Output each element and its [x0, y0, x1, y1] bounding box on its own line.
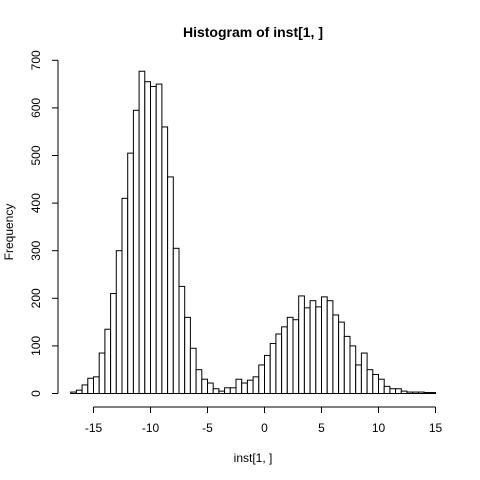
histogram-bar — [275, 333, 283, 394]
x-tick-label: 0 — [261, 421, 268, 435]
histogram-bar — [167, 176, 174, 394]
histogram-bar — [395, 388, 402, 394]
histogram-bar — [81, 384, 89, 394]
histogram-bar — [150, 85, 157, 394]
histogram-bar — [269, 343, 277, 394]
x-axis-label: inst[1, ] — [234, 451, 273, 465]
histogram-bar — [212, 388, 220, 394]
histogram-bar — [360, 352, 368, 395]
histogram-bar — [326, 300, 334, 394]
chart-title: Histogram of inst[1, ] — [183, 24, 323, 40]
histogram-bar — [104, 328, 112, 394]
y-tick-label: 0 — [29, 390, 43, 397]
histogram-bar — [201, 378, 209, 395]
x-tick-label: 15 — [429, 421, 443, 435]
histogram-bar — [406, 391, 414, 395]
histogram-bar — [155, 83, 163, 394]
histogram-bar — [343, 335, 351, 395]
histogram-bar — [389, 388, 397, 394]
histogram-bar — [412, 391, 419, 395]
x-tick-label: -10 — [142, 421, 160, 435]
histogram-bar — [246, 379, 254, 395]
histogram-bar — [309, 300, 317, 394]
histogram-bar — [264, 354, 271, 395]
histogram-bar — [93, 376, 100, 394]
histogram-bar — [383, 385, 391, 394]
histogram-bar — [400, 390, 408, 394]
histogram-bar — [235, 378, 243, 395]
histogram-bar — [161, 126, 169, 394]
y-tick-label: 100 — [29, 336, 43, 356]
histogram-bar — [184, 316, 191, 394]
y-tick-label: 600 — [29, 98, 43, 118]
histogram-bar — [429, 392, 436, 394]
y-axis: 0 100 200 300 400 500 600 700 — [29, 50, 59, 397]
y-tick-label: 300 — [29, 240, 43, 260]
histogram-bar — [98, 352, 106, 395]
x-tick-label: -5 — [202, 421, 213, 435]
histogram-bar — [321, 296, 328, 394]
histogram-bar — [189, 347, 197, 394]
histogram-bar — [115, 250, 123, 394]
histogram-bar — [252, 376, 260, 394]
histogram-bar — [110, 293, 117, 395]
histogram-bar — [303, 307, 311, 395]
histogram-bar — [75, 389, 83, 395]
histogram-bar — [258, 364, 265, 395]
bars-group — [70, 70, 436, 395]
histogram-bar — [224, 387, 231, 395]
histogram-bar — [298, 295, 305, 395]
histogram-bar — [121, 197, 129, 394]
histogram-bar — [241, 382, 248, 394]
histogram-bar — [127, 152, 134, 394]
histogram-bar — [366, 369, 374, 395]
histogram-bar — [286, 316, 294, 394]
histogram-bar — [132, 109, 140, 394]
x-tick-label: 5 — [318, 421, 325, 435]
histogram-bar — [144, 81, 152, 394]
histogram-bar — [355, 364, 362, 395]
histogram-bar — [332, 314, 340, 394]
histogram-bar — [207, 382, 214, 394]
y-axis-label: Frequency — [2, 204, 16, 261]
histogram-bar — [338, 321, 345, 395]
histogram-bar — [70, 391, 77, 395]
histogram-bar — [292, 319, 300, 394]
histogram-bar — [138, 70, 146, 394]
histogram-bar — [281, 326, 288, 394]
histogram-bar — [87, 377, 95, 394]
histogram-bar — [229, 387, 237, 395]
y-tick-label: 500 — [29, 145, 43, 165]
x-axis: -15 -10 -5 0 5 10 15 — [85, 406, 443, 435]
y-tick-label: 400 — [29, 193, 43, 213]
histogram-bar — [315, 306, 322, 394]
histogram-bar — [378, 378, 385, 395]
histogram-bar — [423, 392, 431, 394]
histogram-bar — [417, 391, 425, 395]
x-tick-label: -15 — [85, 421, 103, 435]
y-tick-label: 200 — [29, 288, 43, 308]
x-tick-label: 10 — [372, 421, 386, 435]
histogram-bar — [195, 369, 203, 395]
histogram-bar — [178, 285, 186, 394]
histogram-bar — [372, 373, 379, 394]
histogram-bar — [218, 390, 226, 394]
histogram-bar — [172, 247, 180, 394]
y-tick-label: 700 — [29, 50, 43, 70]
histogram-bar — [349, 345, 357, 394]
